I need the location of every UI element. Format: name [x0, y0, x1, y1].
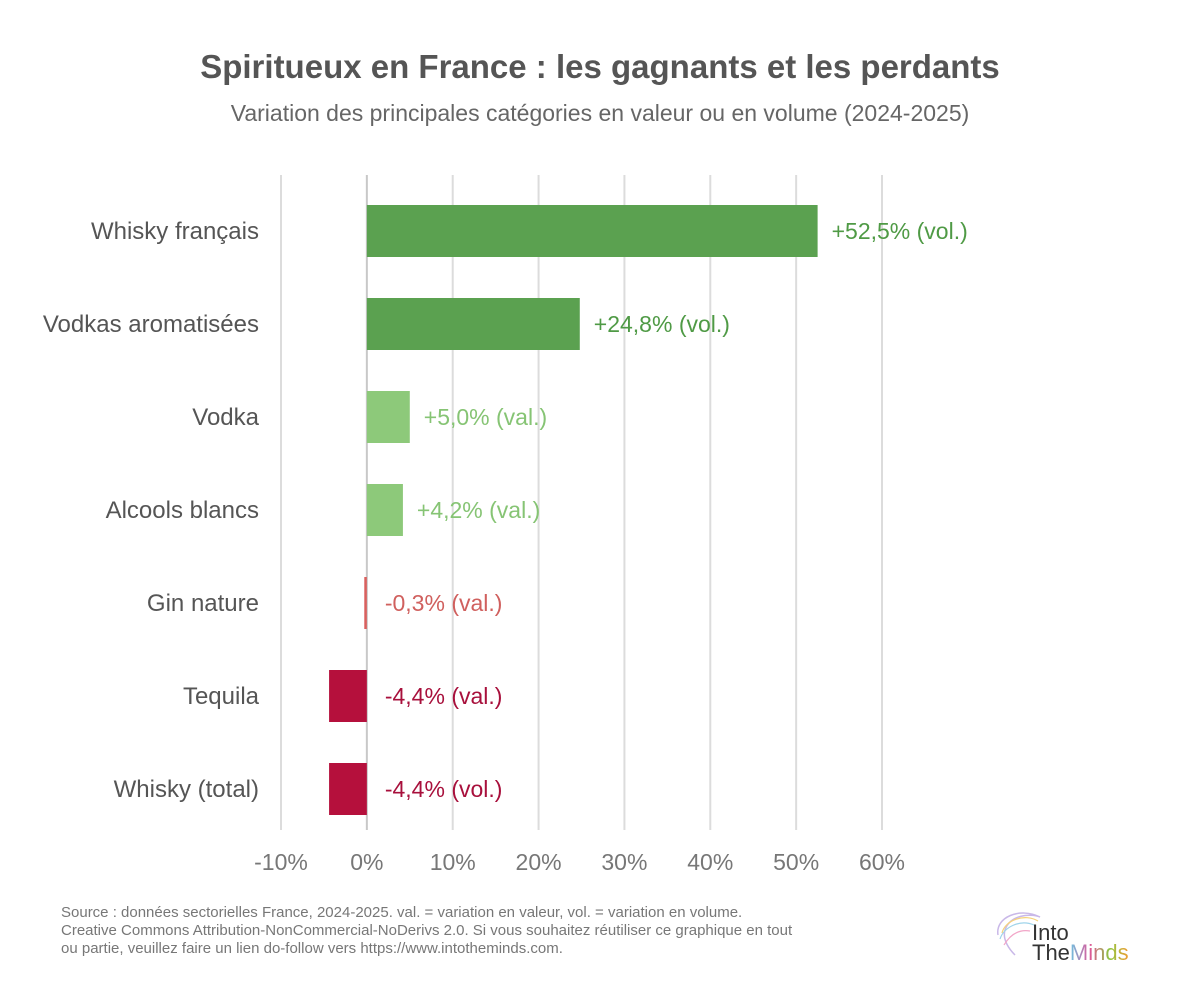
- bar: [364, 577, 367, 629]
- category-label: Alcools blancs: [106, 497, 259, 524]
- chart-title: Spiritueux en France : les gagnants et l…: [200, 48, 1000, 85]
- category-label: Whisky (total): [114, 776, 259, 803]
- data-label: +4,2% (val.): [417, 497, 540, 523]
- logo-text-minds: Minds: [1069, 940, 1129, 965]
- footer-line: Source : données sectorielles France, 20…: [61, 904, 743, 921]
- footer-line: Creative Commons Attribution-NonCommerci…: [61, 922, 793, 939]
- x-tick-label: 30%: [601, 849, 647, 875]
- bar: [366, 205, 818, 257]
- category-label: Gin nature: [147, 590, 259, 617]
- category-label: Vodka: [192, 404, 259, 431]
- logo-text: Into: [1032, 920, 1069, 945]
- logo-text-the: The: [1032, 940, 1070, 965]
- x-tick-label: 20%: [516, 849, 562, 875]
- x-tick-label: 10%: [430, 849, 476, 875]
- data-label: +5,0% (val.): [424, 404, 547, 430]
- data-label: -4,4% (val.): [385, 683, 503, 709]
- x-tick-label: 40%: [687, 849, 733, 875]
- logo-text: TheMinds: [1032, 940, 1129, 965]
- chart-subtitle: Variation des principales catégories en …: [230, 100, 970, 126]
- brain-icon: [997, 912, 1041, 956]
- x-tick-label: 50%: [773, 849, 819, 875]
- bar: [366, 484, 403, 536]
- category-label: Whisky français: [91, 218, 259, 245]
- bar: [329, 670, 367, 722]
- bar: [329, 763, 367, 815]
- footer-line: ou partie, veuillez faire un lien do-fol…: [61, 940, 563, 957]
- data-label: -0,3% (val.): [385, 590, 503, 616]
- bar: [366, 298, 580, 350]
- category-label: Tequila: [183, 683, 260, 710]
- category-label: Vodkas aromatisées: [43, 311, 259, 338]
- bar: [366, 391, 410, 443]
- x-tick-label: 0%: [350, 849, 383, 875]
- data-label: +52,5% (vol.): [832, 218, 968, 244]
- source-footer: Source : données sectorielles France, 20…: [61, 904, 961, 958]
- x-tick-label: -10%: [254, 849, 308, 875]
- data-label: +24,8% (vol.): [594, 311, 730, 337]
- intotheminds-logo: Into TheMinds: [990, 905, 1140, 965]
- x-tick-label: 60%: [859, 849, 905, 875]
- data-label: -4,4% (vol.): [385, 776, 503, 802]
